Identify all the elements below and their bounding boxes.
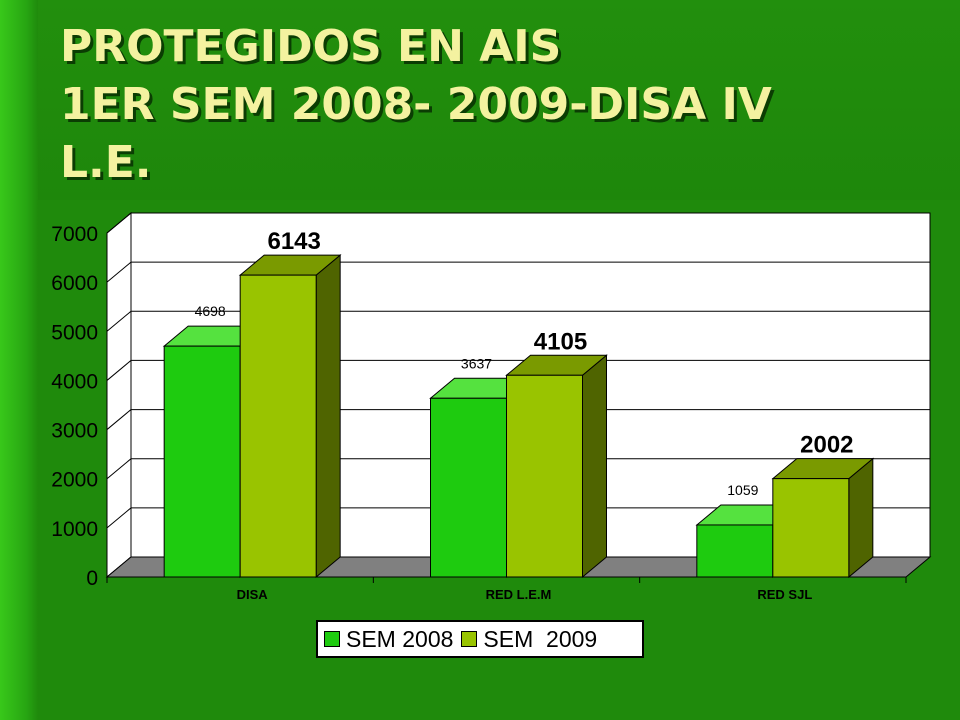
y-tick-label: 4000 bbox=[51, 370, 98, 393]
y-tick-label: 1000 bbox=[51, 518, 98, 541]
bar-2008 bbox=[430, 397, 507, 578]
data-label: 6143 bbox=[267, 228, 320, 255]
bar-chart: 0 1000 2000 3000 4000 5000 6000 7000 4698 6143 DIS… bbox=[51, 211, 932, 602]
y-tick-label: 0 bbox=[86, 567, 98, 590]
gridline-diagonal bbox=[106, 310, 132, 332]
background-left-stripe bbox=[0, 0, 38, 720]
y-tick-label: 7000 bbox=[51, 223, 98, 246]
legend-swatch-2009 bbox=[461, 631, 478, 647]
gridline-diagonal bbox=[106, 212, 132, 234]
y-tick-label: 6000 bbox=[51, 272, 98, 295]
y-tick-label: 5000 bbox=[51, 321, 98, 344]
y-tick-label: 2000 bbox=[51, 469, 98, 492]
bar-side bbox=[582, 354, 607, 579]
gridline-diagonal bbox=[106, 458, 132, 480]
data-label: 2002 bbox=[800, 432, 853, 459]
bar-2009 bbox=[506, 374, 583, 578]
data-label: 3637 bbox=[461, 355, 492, 371]
background-top bbox=[0, 0, 960, 200]
bar-2008 bbox=[163, 345, 241, 578]
legend-label-2009: SEM 2009 bbox=[483, 625, 598, 652]
data-label: 1059 bbox=[727, 482, 758, 498]
data-label: 4698 bbox=[195, 303, 226, 319]
bar-2009 bbox=[772, 478, 850, 578]
gridline-diagonal bbox=[106, 507, 132, 529]
y-tick-label: 3000 bbox=[51, 420, 98, 443]
slide-title: PROTEGIDOS EN AIS 1ER SEM 2008- 2009-DIS… bbox=[60, 21, 772, 188]
legend-label-2008: SEM 2008 bbox=[346, 625, 454, 652]
bar-side bbox=[315, 254, 341, 579]
bar-2008 bbox=[696, 524, 774, 578]
gridline-diagonal bbox=[106, 360, 132, 381]
legend-item-2008: SEM 2008 bbox=[324, 626, 453, 653]
chart-legend: SEM 2008 SEM 2009 bbox=[316, 620, 644, 658]
data-label: 4105 bbox=[534, 328, 587, 355]
chart-frame: 0 1000 2000 3000 4000 5000 6000 7000 4698 6143 DIS… bbox=[0, 196, 960, 720]
bar-side bbox=[848, 457, 874, 579]
plot-side-wall bbox=[106, 211, 132, 579]
bar-2009 bbox=[239, 274, 317, 578]
legend-swatch-2008 bbox=[324, 631, 340, 647]
legend-item-2009: SEM 2009 bbox=[461, 626, 597, 653]
x-category-label: RED SJL bbox=[757, 587, 812, 602]
x-category-label: RED L.E.M bbox=[486, 587, 552, 602]
gridline-diagonal bbox=[106, 261, 132, 283]
x-category-label: DISA bbox=[237, 587, 269, 602]
gridline-diagonal bbox=[106, 409, 132, 430]
